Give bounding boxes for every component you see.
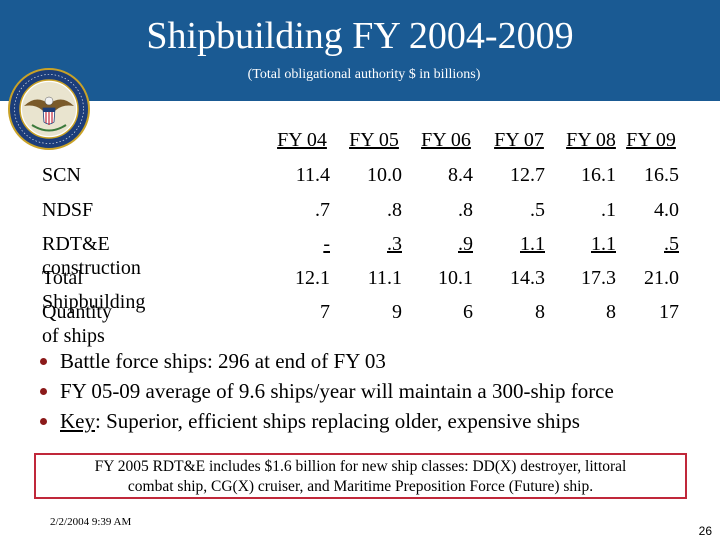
column-header: FY 07 — [494, 129, 544, 151]
table-cell: 14.3 — [510, 267, 545, 289]
table-cell: 17.3 — [581, 267, 616, 289]
table-cell: 6 — [463, 301, 473, 323]
footnote-line: FY 2005 RDT&E includes $1.6 billion for … — [94, 458, 627, 475]
table-cell: 4.0 — [654, 199, 679, 221]
table-cell: 16.5 — [644, 164, 679, 186]
table-cell: .8 — [387, 199, 402, 221]
bullet-dot-icon — [40, 388, 47, 395]
footnote-line: combat ship, CG(X) cruiser, and Maritime… — [127, 478, 594, 495]
column-header: FY 09 — [626, 129, 676, 151]
table-cell: 10.1 — [438, 267, 473, 289]
bullet-text: Battle force ships: 296 at end of FY 03 — [60, 349, 386, 373]
column-header: FY 04 — [277, 129, 327, 151]
dod-seal-icon — [8, 68, 90, 150]
table-cell: .7 — [315, 199, 330, 221]
table-cell: 10.0 — [367, 164, 402, 186]
table-cell: - — [323, 233, 330, 255]
slide-subtitle: (Total obligational authority $ in billi… — [247, 67, 481, 82]
row-label: RDT&E construction — [42, 233, 141, 279]
row-label: Total Shipbuilding — [42, 267, 146, 313]
table-cell: 9 — [392, 301, 402, 323]
bullet-item: Key: Superior, efficient ships replacing… — [40, 406, 614, 436]
bullet-key-text: Key — [60, 409, 95, 433]
table-cell: 17 — [659, 301, 679, 323]
bullet-dot-icon — [40, 358, 47, 365]
table-cell: 21.0 — [644, 267, 679, 289]
row-label: Quantity of ships — [42, 301, 112, 347]
column-header: FY 08 — [566, 129, 616, 151]
row-label: SCN — [42, 164, 81, 186]
bullet-dot-icon — [40, 418, 47, 425]
bullet-list: Battle force ships: 296 at end of FY 03 … — [40, 346, 614, 436]
page-number: 26 — [698, 524, 712, 538]
table-cell: 16.1 — [581, 164, 616, 186]
table-cell: 7 — [320, 301, 330, 323]
table-cell: .5 — [530, 199, 545, 221]
title-banner — [0, 0, 720, 101]
table-cell: 1.1 — [591, 233, 616, 255]
footer-date: 2/2/2004 9:39 AM — [50, 516, 132, 528]
bullet-text: FY 05-09 average of 9.6 ships/year will … — [60, 379, 614, 403]
table-cell: 1.1 — [520, 233, 545, 255]
row-label: NDSF — [42, 199, 94, 221]
table-cell: 8 — [535, 301, 545, 323]
table-cell: 8 — [606, 301, 616, 323]
bullet-item: FY 05-09 average of 9.6 ships/year will … — [40, 376, 614, 406]
table-cell: .5 — [664, 233, 679, 255]
bullet-item: Battle force ships: 296 at end of FY 03 — [40, 346, 614, 376]
bullet-text: : Superior, efficient ships replacing ol… — [95, 409, 580, 433]
table-cell: .3 — [387, 233, 402, 255]
table-cell: .8 — [458, 199, 473, 221]
footnote-box: FY 2005 RDT&E includes $1.6 billion for … — [34, 453, 687, 499]
table-cell: 11.1 — [367, 267, 402, 289]
table-cell: 12.7 — [510, 164, 545, 186]
table-cell: 8.4 — [448, 164, 473, 186]
column-header: FY 05 — [349, 129, 399, 151]
table-cell: .1 — [601, 199, 616, 221]
table-cell: .9 — [458, 233, 473, 255]
table-cell: 12.1 — [295, 267, 330, 289]
column-header: FY 06 — [421, 129, 471, 151]
table-cell: 11.4 — [295, 164, 330, 186]
slide-title: Shipbuilding FY 2004-2009 — [146, 15, 574, 57]
